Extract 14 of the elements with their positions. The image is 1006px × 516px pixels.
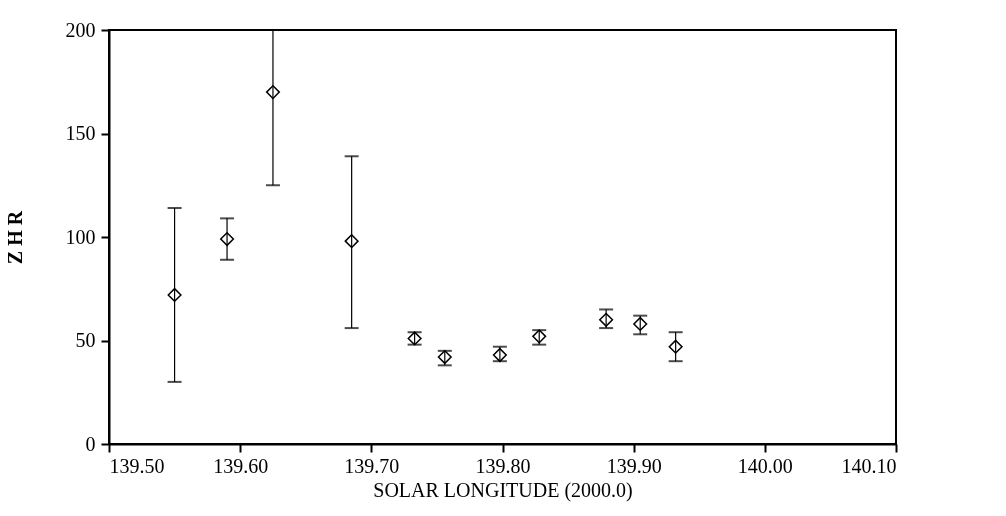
y-tick-label: 100 xyxy=(65,225,96,248)
x-tick-label: 139.90 xyxy=(606,454,662,477)
x-tick-label: 140.10 xyxy=(841,454,897,477)
x-tick-label: 139.70 xyxy=(344,454,400,477)
x-tick-label: 139.60 xyxy=(213,454,269,477)
y-tick-label: 0 xyxy=(85,432,96,455)
x-tick-label: 139.80 xyxy=(475,454,531,477)
y-axis-title: Z H R xyxy=(3,210,26,265)
x-tick-label: 139.50 xyxy=(109,454,165,477)
x-axis-title: SOLAR LONGITUDE (2000.0) xyxy=(373,478,633,502)
y-tick-label: 50 xyxy=(75,329,96,351)
x-tick-label: 140.00 xyxy=(737,454,793,477)
y-tick-label: 200 xyxy=(65,18,96,41)
y-tick-label: 150 xyxy=(65,122,96,144)
